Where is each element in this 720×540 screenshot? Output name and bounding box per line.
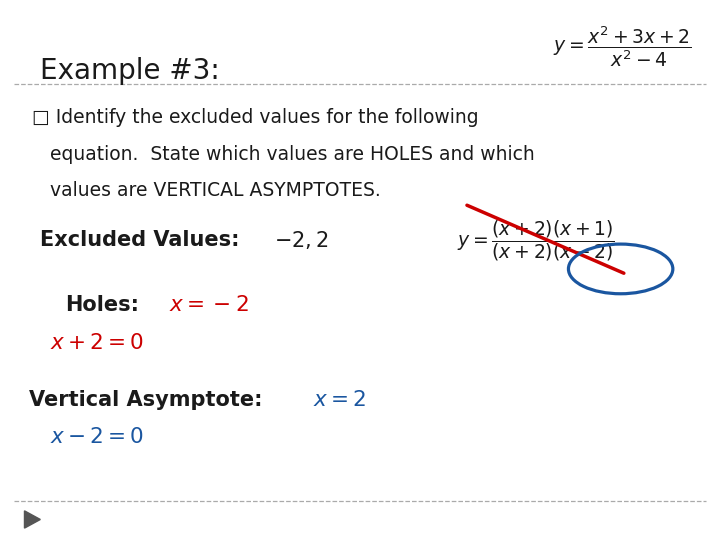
Text: Vertical Asymptote:: Vertical Asymptote: xyxy=(29,389,262,410)
Text: $x = -2$: $x = -2$ xyxy=(169,295,249,315)
Text: values are VERTICAL ASYMPTOTES.: values are VERTICAL ASYMPTOTES. xyxy=(32,181,381,200)
Text: equation.  State which values are HOLES and which: equation. State which values are HOLES a… xyxy=(32,145,535,164)
Text: $x + 2 = 0$: $x + 2 = 0$ xyxy=(50,333,145,353)
Text: $x = 2$: $x = 2$ xyxy=(313,389,366,410)
Text: □ Identify the excluded values for the following: □ Identify the excluded values for the f… xyxy=(32,108,479,127)
Text: $x - 2 = 0$: $x - 2 = 0$ xyxy=(50,427,145,448)
Text: Excluded Values:: Excluded Values: xyxy=(40,230,239,251)
Text: Holes:: Holes: xyxy=(65,295,139,315)
Text: $-2, 2$: $-2, 2$ xyxy=(274,230,328,251)
Polygon shape xyxy=(24,511,40,528)
Text: $y = \dfrac{(x+2)(x+1)}{(x+2)(x-2)}$: $y = \dfrac{(x+2)(x+1)}{(x+2)(x-2)}$ xyxy=(457,218,615,263)
Text: $y = \dfrac{x^2 + 3x + 2}{x^2 - 4}$: $y = \dfrac{x^2 + 3x + 2}{x^2 - 4}$ xyxy=(553,24,691,69)
Text: Example #3:: Example #3: xyxy=(40,57,220,85)
